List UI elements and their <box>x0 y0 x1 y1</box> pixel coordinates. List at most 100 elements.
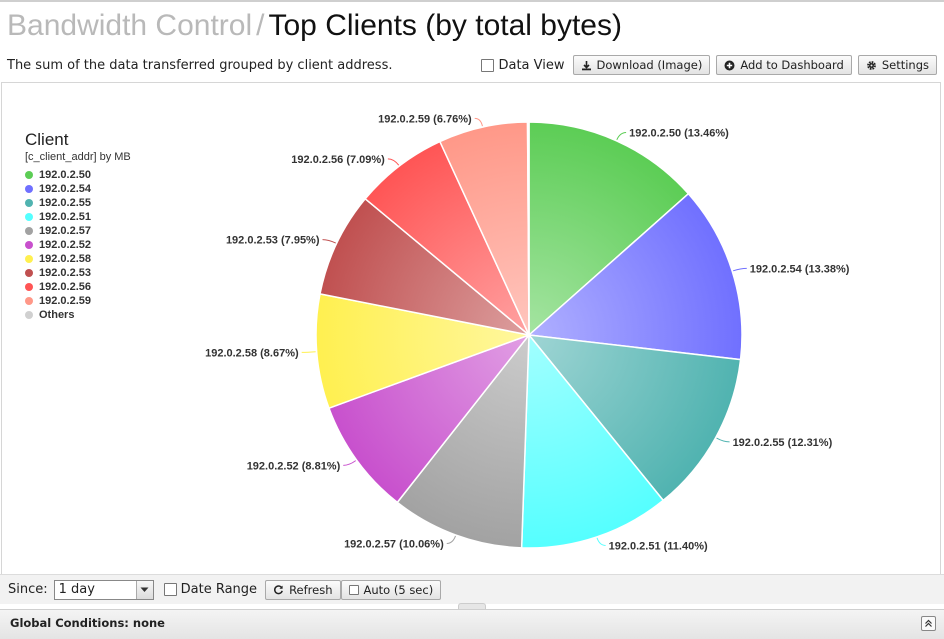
data-view-toggle[interactable]: Data View <box>481 57 565 73</box>
slice-data-label: 192.0.2.53 (7.95%) <box>226 235 320 247</box>
data-view-label: Data View <box>498 57 565 73</box>
legend-label: 192.0.2.58 <box>39 253 91 265</box>
legend-item-192-0-2-55[interactable]: 192.0.2.55 <box>25 196 131 210</box>
slice-connector-192-0-2-50 <box>616 132 627 141</box>
slice-data-label: 192.0.2.57 (10.06%) <box>344 538 444 550</box>
since-select[interactable]: 1 day <box>53 579 154 600</box>
legend-label: 192.0.2.51 <box>39 211 91 223</box>
legend-item-192-0-2-52[interactable]: 192.0.2.52 <box>25 238 131 252</box>
slice-connector-192-0-2-58 <box>301 351 316 353</box>
download-image-button[interactable]: Download (Image) <box>572 55 711 75</box>
pie-slice-192-0-2-55[interactable] <box>527 334 742 502</box>
global-conditions-label: Global Conditions: none <box>10 616 165 630</box>
slice-connector-192-0-2-54 <box>732 267 747 272</box>
add-to-dashboard-button[interactable]: Add to Dashboard <box>716 55 852 75</box>
legend-swatch <box>25 199 33 207</box>
refresh-icon <box>273 584 284 595</box>
legend-item-192-0-2-53[interactable]: 192.0.2.53 <box>25 266 131 280</box>
slice-data-label: 192.0.2.52 (8.81%) <box>247 460 341 472</box>
time-controls-bar: Since: 1 day Date Range Refresh Auto (5 … <box>0 574 944 604</box>
download-image-label: Download (Image) <box>596 58 703 72</box>
pie-slice-192-0-2-51[interactable] <box>520 332 665 549</box>
slice-connector-192-0-2-52 <box>343 460 357 466</box>
slice-data-label: 192.0.2.54 (13.38%) <box>750 263 850 275</box>
legend-label: 192.0.2.53 <box>39 267 91 279</box>
pie-slice-others[interactable] <box>526 121 530 336</box>
slice-connector-192-0-2-56 <box>387 158 400 166</box>
legend-item-192-0-2-50[interactable]: 192.0.2.50 <box>25 168 131 182</box>
slice-data-label: 192.0.2.55 (12.31%) <box>733 437 833 449</box>
slice-connector-192-0-2-55 <box>716 437 730 443</box>
legend-subtitle: [c_client_addr] by MB <box>25 151 131 163</box>
breadcrumb-bandwidth-control[interactable]: Bandwidth Control <box>7 9 253 42</box>
legend-swatch <box>25 311 33 319</box>
pie-slice-192-0-2-52[interactable] <box>327 333 532 504</box>
legend-item-192-0-2-54[interactable]: 192.0.2.54 <box>25 182 131 196</box>
collapse-icon[interactable] <box>921 616 936 631</box>
legend-item-192-0-2-56[interactable]: 192.0.2.56 <box>25 280 131 294</box>
legend-swatch <box>25 255 33 263</box>
refresh-button[interactable]: Refresh <box>265 579 341 600</box>
slice-connector-192-0-2-59 <box>474 117 483 127</box>
since-label: Since: <box>8 582 48 597</box>
top-rule <box>0 0 944 2</box>
pie-slice-192-0-2-53[interactable] <box>319 197 530 336</box>
data-view-checkbox[interactable] <box>481 58 495 72</box>
legend-item-192-0-2-59[interactable]: 192.0.2.59 <box>25 294 131 308</box>
legend-item-192-0-2-57[interactable]: 192.0.2.57 <box>25 224 131 238</box>
legend-items: 192.0.2.50 192.0.2.54 192.0.2.55 192.0.2.51… <box>25 168 131 322</box>
pie-slice-192-0-2-54[interactable] <box>527 192 743 361</box>
legend-label: 192.0.2.56 <box>39 281 91 293</box>
slice-data-label: 192.0.2.50 (13.46%) <box>629 128 729 140</box>
legend-swatch <box>25 297 33 305</box>
pie-chart: 192.0.2.50 (13.46%) 192.0.2.54 (13.38%) 19… <box>205 113 850 552</box>
global-conditions-bar[interactable]: Global Conditions: none <box>0 609 944 639</box>
legend-swatch <box>25 213 33 221</box>
resize-grip[interactable] <box>458 603 486 610</box>
add-to-dashboard-label: Add to Dashboard <box>740 58 844 72</box>
chart-legend: Client [c_client_addr] by MB 192.0.2.50 1… <box>25 130 131 322</box>
legend-label: 192.0.2.52 <box>39 239 91 251</box>
chevron-down-icon[interactable] <box>135 580 153 599</box>
slice-connector-192-0-2-53 <box>322 239 336 244</box>
legend-item-others[interactable]: Others <box>25 308 131 322</box>
settings-label: Settings <box>881 58 929 72</box>
legend-title: Client <box>25 130 69 149</box>
legend-label: 192.0.2.59 <box>39 295 91 307</box>
plus-circle-icon <box>724 60 735 71</box>
breadcrumb-separator: / <box>256 9 265 42</box>
page-title: Bandwidth Control / Top Clients (by total … <box>7 6 622 46</box>
legend-item-192-0-2-51[interactable]: 192.0.2.51 <box>25 210 131 224</box>
report-description: The sum of the data transferred grouped … <box>7 58 393 73</box>
legend-swatch <box>25 283 33 291</box>
legend-swatch <box>25 185 33 193</box>
pie-slice-192-0-2-50[interactable] <box>528 121 690 337</box>
pie-slice-192-0-2-58[interactable] <box>315 293 532 410</box>
toolbar: Data View Download (Image) Add to Dashbo… <box>481 55 937 75</box>
legend-swatch <box>25 171 33 179</box>
since-value: 1 day <box>58 582 95 597</box>
slice-connector-192-0-2-57 <box>446 535 456 544</box>
download-icon <box>581 60 592 71</box>
legend-swatch <box>25 269 33 277</box>
slice-data-label: 192.0.2.56 (7.09%) <box>291 154 385 166</box>
slice-data-label: 192.0.2.59 (6.76%) <box>378 113 472 125</box>
legend-item-192-0-2-58[interactable]: 192.0.2.58 <box>25 252 131 266</box>
date-range-label: Date Range <box>180 582 258 597</box>
slice-data-label: 192.0.2.51 (11.40%) <box>609 540 708 552</box>
slice-connector-192-0-2-51 <box>596 537 606 546</box>
settings-button[interactable]: Settings <box>857 55 937 75</box>
pie-slice-192-0-2-57[interactable] <box>396 332 530 549</box>
legend-label: 192.0.2.50 <box>39 169 91 181</box>
date-range-checkbox[interactable] <box>163 583 177 596</box>
report-title: Top Clients (by total bytes) <box>268 9 622 42</box>
date-range-toggle[interactable]: Date Range <box>163 582 258 597</box>
auto-refresh-button[interactable]: Auto (5 sec) <box>340 579 442 600</box>
slice-data-label: 192.0.2.58 (8.67%) <box>205 347 299 359</box>
legend-label: 192.0.2.55 <box>39 197 91 209</box>
legend-swatch <box>25 241 33 249</box>
auto-refresh-label: Auto (5 sec) <box>363 582 434 597</box>
legend-label: Others <box>39 309 75 321</box>
auto-refresh-checkbox[interactable] <box>348 584 359 595</box>
legend-swatch <box>25 227 33 235</box>
